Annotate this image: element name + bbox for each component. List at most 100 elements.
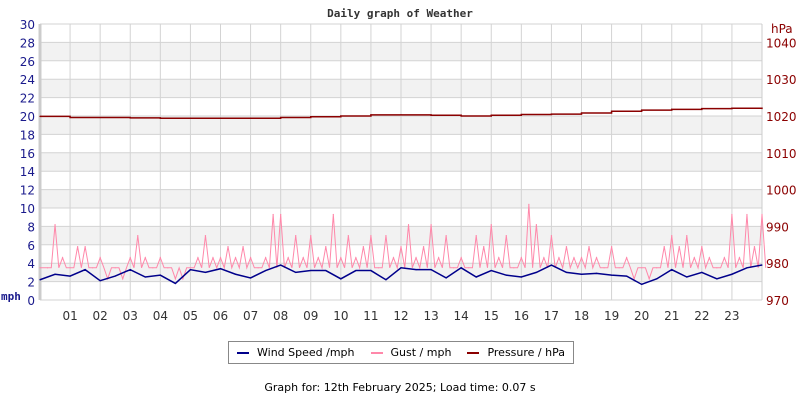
data-point xyxy=(716,278,718,280)
series-gust-mph xyxy=(39,203,767,281)
legend-label: Wind Speed /mph xyxy=(257,346,355,359)
data-point xyxy=(550,113,553,115)
footer-text: Graph for: 12th February 2025; Load time… xyxy=(264,381,536,394)
data-point xyxy=(656,267,658,269)
left-tick-label: 10 xyxy=(20,202,35,216)
data-point xyxy=(731,107,733,109)
x-tick-label: 03 xyxy=(123,309,138,323)
data-point xyxy=(340,115,342,117)
data-point xyxy=(385,235,387,237)
data-point xyxy=(182,278,184,280)
data-point xyxy=(370,269,372,272)
data-point xyxy=(144,257,146,259)
data-point xyxy=(227,246,229,248)
data-point xyxy=(219,117,222,119)
data-point xyxy=(671,269,673,271)
data-point xyxy=(693,257,695,259)
data-point xyxy=(663,246,665,248)
data-point xyxy=(430,114,432,116)
data-point xyxy=(122,278,124,280)
data-point xyxy=(340,257,342,259)
data-point xyxy=(54,273,56,275)
legend-item-pressure: Pressure / hPa xyxy=(467,346,565,359)
data-point xyxy=(468,267,470,269)
data-point xyxy=(543,257,545,259)
data-point xyxy=(152,267,154,269)
right-tick-label: 1000 xyxy=(766,184,797,198)
data-point xyxy=(310,269,312,272)
x-tick-label: 01 xyxy=(62,309,77,323)
x-tick-label: 09 xyxy=(303,309,318,323)
data-point xyxy=(641,109,643,111)
data-point xyxy=(204,235,207,237)
x-tick-label: 16 xyxy=(514,309,529,323)
data-point xyxy=(400,246,402,248)
data-point xyxy=(407,223,410,226)
data-point xyxy=(513,267,515,269)
left-tick-label: 6 xyxy=(27,239,35,253)
data-point xyxy=(310,235,312,237)
data-point xyxy=(114,267,116,269)
data-point xyxy=(302,257,304,259)
chart-title: Daily graph of Weather xyxy=(327,7,473,20)
data-point xyxy=(415,269,417,271)
data-point xyxy=(753,246,756,248)
data-point xyxy=(129,117,131,119)
data-point xyxy=(69,275,71,277)
data-point xyxy=(490,223,492,226)
data-point xyxy=(61,257,64,259)
left-tick-label: 2 xyxy=(27,276,35,290)
data-point xyxy=(641,283,643,285)
data-point xyxy=(716,267,718,269)
data-point xyxy=(580,112,583,114)
left-tick-label: 22 xyxy=(20,92,35,106)
data-point xyxy=(505,274,507,276)
x-tick-label: 17 xyxy=(544,309,559,323)
right-tick-label: 980 xyxy=(766,257,789,271)
left-tick-label: 0 xyxy=(27,294,35,308)
data-point xyxy=(723,257,725,259)
data-point xyxy=(69,116,71,119)
data-point xyxy=(325,246,327,248)
right-tick-label: 1030 xyxy=(766,73,797,87)
data-point xyxy=(99,116,101,119)
data-point xyxy=(565,246,568,248)
x-tick-label: 19 xyxy=(604,309,619,323)
data-point xyxy=(280,116,282,119)
data-point xyxy=(377,267,380,269)
legend: Wind Speed /mph Gust / mph Pressure / hP… xyxy=(228,341,574,364)
data-point xyxy=(438,257,440,259)
data-point xyxy=(430,269,432,271)
right-tick-label: 990 xyxy=(766,220,789,234)
left-tick-label: 12 xyxy=(20,184,35,198)
data-point xyxy=(610,110,613,112)
data-point xyxy=(430,223,432,226)
data-point xyxy=(761,264,763,266)
data-point xyxy=(490,269,492,272)
data-point xyxy=(234,273,237,275)
data-point xyxy=(167,267,169,269)
legend-label: Pressure / hPa xyxy=(487,346,565,359)
left-tick-label: 24 xyxy=(20,73,35,87)
x-tick-label: 18 xyxy=(574,309,589,323)
data-point xyxy=(295,235,297,237)
data-point xyxy=(212,257,214,259)
right-tick-label: 1020 xyxy=(766,110,797,124)
data-point xyxy=(498,257,500,259)
data-point xyxy=(610,246,613,248)
data-point xyxy=(265,269,267,272)
x-tick-label: 04 xyxy=(153,309,168,323)
x-tick-label: 12 xyxy=(393,309,408,323)
x-tick-label: 07 xyxy=(243,309,258,323)
data-point xyxy=(580,273,583,275)
right-axis-label: hPa xyxy=(771,22,793,36)
data-point xyxy=(46,267,49,269)
data-point xyxy=(249,117,252,119)
data-point xyxy=(761,108,763,110)
data-point xyxy=(54,223,56,226)
data-point xyxy=(475,235,477,237)
data-point xyxy=(445,235,447,237)
data-point xyxy=(761,213,763,216)
data-point xyxy=(355,269,357,272)
data-point xyxy=(340,278,342,280)
